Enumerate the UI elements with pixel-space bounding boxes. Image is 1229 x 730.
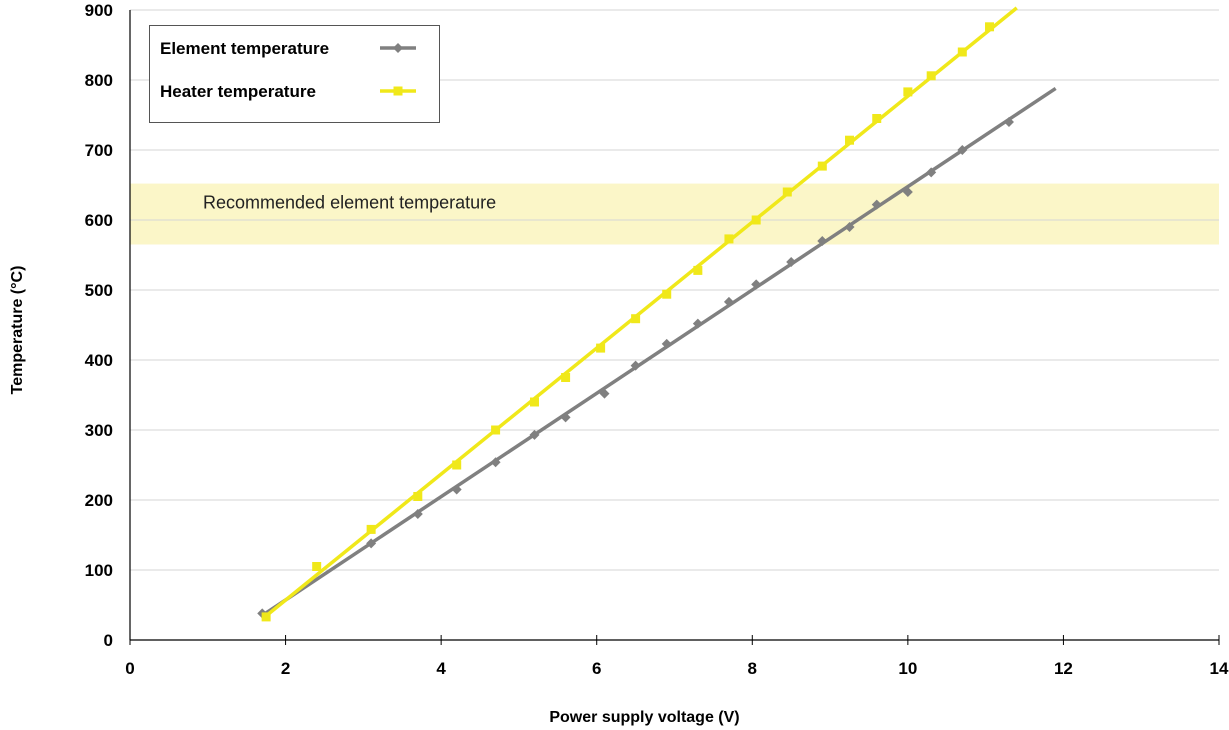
diamond-marker bbox=[1003, 117, 1014, 127]
y-tick-label: 900 bbox=[85, 1, 113, 20]
square-marker bbox=[926, 71, 936, 81]
diamond-marker bbox=[490, 457, 501, 468]
diamond-marker bbox=[366, 538, 377, 549]
diamond-marker bbox=[902, 187, 913, 197]
square-marker bbox=[261, 612, 271, 622]
series-line bbox=[261, 86, 1057, 617]
y-tick-label: 200 bbox=[85, 491, 113, 510]
recommended-band-label: Recommended element temperature bbox=[203, 193, 496, 213]
square-marker bbox=[413, 492, 423, 501]
square-marker bbox=[985, 22, 995, 32]
diamond-marker bbox=[926, 167, 937, 178]
diamond-marker bbox=[630, 360, 641, 371]
x-tick-label: 12 bbox=[1054, 659, 1073, 678]
y-tick-label: 700 bbox=[85, 141, 113, 160]
square-marker bbox=[631, 314, 641, 324]
series-element bbox=[257, 86, 1057, 619]
square-marker bbox=[872, 114, 882, 123]
x-tick-label: 4 bbox=[436, 659, 446, 678]
square-marker bbox=[491, 425, 501, 435]
diamond-marker bbox=[786, 257, 797, 267]
diamond-marker bbox=[451, 484, 462, 495]
square-marker bbox=[366, 524, 376, 534]
y-tick-label: 500 bbox=[85, 281, 113, 300]
x-tick-label: 6 bbox=[592, 659, 601, 678]
square-marker bbox=[662, 289, 672, 299]
series-line bbox=[261, 6, 1018, 621]
x-tick-label: 0 bbox=[125, 659, 134, 678]
y-tick-label: 600 bbox=[85, 211, 113, 230]
y-tick-label: 100 bbox=[85, 561, 113, 580]
diamond-marker bbox=[393, 43, 403, 53]
diamond-marker bbox=[661, 338, 672, 349]
legend-label: Heater temperature bbox=[160, 82, 316, 101]
square-marker bbox=[817, 161, 827, 171]
diamond-marker bbox=[844, 222, 855, 232]
diamond-marker bbox=[560, 412, 571, 423]
y-tick-label: 800 bbox=[85, 71, 113, 90]
recommended-band-layer: Recommended element temperature bbox=[130, 183, 1219, 245]
series-heater bbox=[261, 6, 1018, 622]
axes: 0 100 200 300 400 500 600 700 800 900 0 2 4 6 8 10 12 14 bbox=[85, 1, 1229, 678]
square-marker bbox=[529, 397, 539, 407]
y-tick-label: 0 bbox=[104, 631, 113, 650]
diamond-marker bbox=[723, 296, 734, 307]
square-marker bbox=[561, 373, 571, 382]
recommended-band bbox=[130, 183, 1219, 245]
series-layer bbox=[257, 6, 1057, 622]
diamond-marker bbox=[751, 279, 762, 290]
square-marker bbox=[845, 135, 855, 145]
square-marker bbox=[596, 343, 606, 353]
x-tick-label: 8 bbox=[748, 659, 757, 678]
y-tick-label: 400 bbox=[85, 351, 113, 370]
square-marker bbox=[452, 460, 462, 470]
diamond-marker bbox=[599, 388, 610, 399]
diamond-marker bbox=[817, 236, 828, 246]
x-axis-title: Power supply voltage (V) bbox=[549, 709, 739, 726]
diamond-marker bbox=[957, 145, 968, 155]
square-marker bbox=[724, 234, 734, 244]
square-marker bbox=[751, 215, 761, 225]
square-marker bbox=[782, 187, 792, 197]
x-tick-label: 10 bbox=[898, 659, 917, 678]
square-marker bbox=[393, 86, 403, 96]
y-axis-title: Temperature (°C) bbox=[9, 266, 26, 395]
square-marker bbox=[312, 562, 322, 571]
square-marker bbox=[693, 265, 703, 275]
x-tick-label: 2 bbox=[281, 659, 290, 678]
square-marker bbox=[903, 87, 913, 97]
legend-label: Element temperature bbox=[160, 39, 329, 58]
diamond-marker bbox=[412, 509, 423, 519]
diamond-marker bbox=[871, 199, 882, 210]
y-tick-label: 300 bbox=[85, 421, 113, 440]
diamond-marker bbox=[692, 318, 703, 329]
square-marker bbox=[957, 47, 967, 57]
legend: Element temperature Heater temperature bbox=[149, 25, 440, 123]
x-tick-label: 14 bbox=[1210, 659, 1229, 678]
legend-box bbox=[149, 25, 440, 123]
diamond-marker bbox=[529, 429, 540, 440]
